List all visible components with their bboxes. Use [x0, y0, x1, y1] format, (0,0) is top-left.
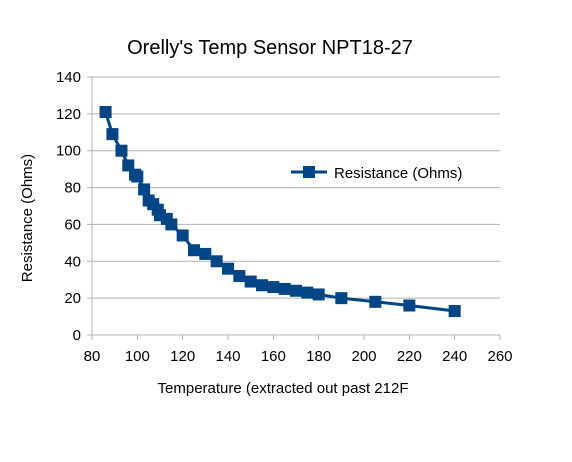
y-tick-label: 40: [64, 253, 81, 270]
y-tick-label: 100: [56, 143, 81, 160]
data-point: [233, 270, 246, 283]
y-tick-label: 20: [64, 290, 81, 307]
data-point: [138, 183, 151, 196]
x-tick-label: 240: [442, 348, 467, 365]
y-axis-label: Resistance (Ohms): [19, 154, 36, 282]
y-tick-label: 0: [73, 327, 81, 344]
data-point: [131, 170, 144, 183]
data-point: [99, 106, 112, 119]
data-point: [369, 295, 382, 308]
chart-title: Orelly's Temp Sensor NPT18-27: [127, 37, 413, 59]
data-point: [267, 281, 280, 294]
data-point: [199, 247, 212, 260]
data-point: [312, 288, 325, 301]
y-tick-label: 80: [64, 180, 81, 197]
data-point: [106, 128, 119, 141]
x-tick-label: 260: [487, 348, 512, 365]
data-point: [165, 218, 178, 231]
tick-labels: 80 100 120 140 160 180 200 220 240 260 0 20 40 60 80 10…: [56, 69, 513, 365]
data-point: [122, 159, 135, 172]
data-point: [244, 275, 257, 288]
legend-label: Resistance (Ohms): [334, 165, 462, 182]
axes: [87, 76, 501, 340]
data-point: [210, 255, 223, 268]
x-tick-label: 180: [306, 348, 331, 365]
data-point: [256, 279, 268, 292]
x-axis-label: Temperature (extracted out past 212F: [158, 380, 409, 397]
data-point: [278, 282, 291, 295]
data-point: [188, 244, 200, 257]
data-point: [301, 286, 314, 299]
x-tick-label: 100: [125, 348, 150, 365]
x-tick-label: 120: [170, 348, 195, 365]
data-point: [290, 284, 302, 297]
data-point: [448, 305, 461, 318]
x-tick-label: 220: [397, 348, 422, 365]
data-point: [115, 144, 128, 157]
data-point: [222, 262, 234, 275]
x-tick-label: 200: [351, 348, 376, 365]
data-point: [176, 229, 189, 242]
y-tick-label: 60: [64, 216, 81, 233]
x-tick-label: 140: [215, 348, 240, 365]
y-tick-label: 140: [56, 69, 81, 86]
x-tick-label: 80: [84, 348, 101, 365]
series: [99, 106, 461, 318]
data-point: [335, 292, 348, 305]
x-tick-label: 160: [261, 348, 286, 365]
data-point: [403, 299, 416, 312]
gridlines: [92, 76, 500, 336]
y-tick-label: 120: [56, 106, 81, 123]
legend: Resistance (Ohms): [291, 165, 462, 182]
legend-marker: [303, 166, 315, 178]
